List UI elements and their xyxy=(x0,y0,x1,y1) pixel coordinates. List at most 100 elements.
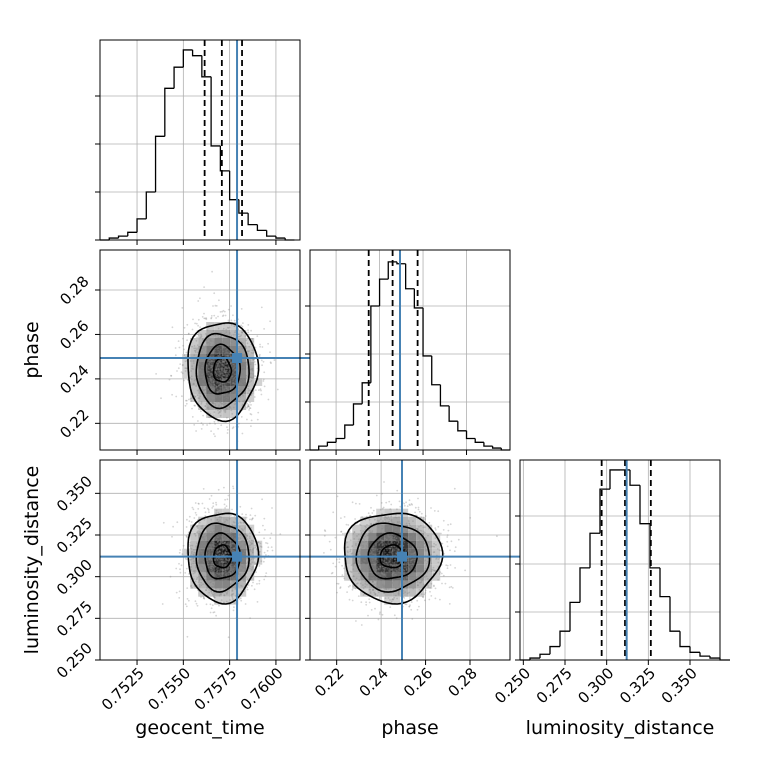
scatter-point-joint-geocent-time-phase xyxy=(218,389,221,392)
scatter-point-joint-geocent-time-luminosity-distance xyxy=(205,589,207,591)
scatter-point-joint-geocent-time-phase xyxy=(229,394,232,397)
scatter-point-joint-geocent-time-phase xyxy=(219,388,222,391)
scatter-point-joint-geocent-time-phase xyxy=(223,370,226,372)
scatter-point-joint-geocent-time-luminosity-distance xyxy=(219,546,222,549)
scatter-point-joint-geocent-time-luminosity-distance xyxy=(208,576,211,578)
scatter-point-joint-geocent-time-luminosity-distance xyxy=(212,611,215,614)
scatter-point-joint-geocent-time-phase xyxy=(204,405,207,408)
scatter-point-joint-geocent-time-luminosity-distance xyxy=(259,545,262,548)
scatter-point-joint-geocent-time-luminosity-distance xyxy=(243,544,246,547)
density-cell-joint-phase-luminosity-distance xyxy=(344,572,353,581)
scatter-point-joint-phase-luminosity-distance xyxy=(351,552,354,555)
scatter-point-joint-geocent-time-luminosity-distance xyxy=(254,544,256,547)
scatter-point-joint-geocent-time-luminosity-distance xyxy=(224,570,227,573)
density-cell-joint-geocent-time-phase xyxy=(230,394,239,402)
density-cell-joint-geocent-time-luminosity-distance xyxy=(206,588,215,597)
scatter-point-joint-geocent-time-luminosity-distance xyxy=(224,551,227,554)
scatter-point-joint-geocent-time-phase xyxy=(218,360,221,363)
scatter-point-joint-geocent-time-luminosity-distance xyxy=(217,488,220,491)
scatter-point-joint-geocent-time-phase xyxy=(208,381,211,384)
scatter-point-joint-geocent-time-phase xyxy=(247,405,250,408)
scatter-point-joint-phase-luminosity-distance xyxy=(392,584,395,586)
scatter-point-joint-geocent-time-phase xyxy=(233,382,236,385)
density-cell-joint-geocent-time-phase xyxy=(222,330,231,338)
scatter-point-joint-phase-luminosity-distance xyxy=(367,534,369,537)
scatter-point-joint-geocent-time-phase xyxy=(216,340,219,343)
scatter-point-joint-geocent-time-luminosity-distance xyxy=(258,582,261,585)
density-cell-joint-geocent-time-luminosity-distance xyxy=(206,564,215,573)
scatter-point-joint-phase-luminosity-distance xyxy=(434,529,437,531)
scatter-point-joint-geocent-time-phase xyxy=(220,341,223,344)
density-cell-joint-phase-luminosity-distance xyxy=(344,564,353,573)
scatter-point-joint-geocent-time-luminosity-distance xyxy=(201,546,204,548)
scatter-point-joint-geocent-time-phase xyxy=(190,370,193,372)
scatter-point-joint-geocent-time-luminosity-distance xyxy=(245,516,248,519)
scatter-point-joint-geocent-time-luminosity-distance xyxy=(216,519,219,521)
scatter-point-joint-phase-luminosity-distance xyxy=(362,530,364,532)
scatter-point-joint-geocent-time-phase xyxy=(223,374,226,377)
scatter-point-joint-geocent-time-phase xyxy=(210,398,213,401)
density-cell-joint-phase-luminosity-distance xyxy=(432,548,441,557)
density-cell-joint-geocent-time-luminosity-distance xyxy=(230,532,239,541)
scatter-point-joint-geocent-time-luminosity-distance xyxy=(223,594,226,597)
scatter-point-joint-geocent-time-phase xyxy=(224,385,226,387)
scatter-point-joint-geocent-time-phase xyxy=(210,359,213,362)
scatter-point-joint-geocent-time-phase xyxy=(225,377,228,380)
scatter-point-joint-geocent-time-luminosity-distance xyxy=(200,596,202,598)
scatter-point-joint-geocent-time-phase xyxy=(217,355,219,357)
scatter-point-joint-geocent-time-luminosity-distance xyxy=(263,557,266,560)
scatter-point-joint-geocent-time-luminosity-distance xyxy=(189,547,192,549)
scatter-point-joint-geocent-time-phase xyxy=(182,337,184,340)
scatter-point-joint-geocent-time-phase xyxy=(242,370,245,373)
scatter-point-joint-geocent-time-luminosity-distance xyxy=(208,532,211,534)
scatter-point-joint-phase-luminosity-distance xyxy=(392,574,394,577)
scatter-point-joint-geocent-time-luminosity-distance xyxy=(224,568,227,571)
scatter-point-joint-geocent-time-phase xyxy=(250,413,253,416)
density-cell-joint-geocent-time-luminosity-distance xyxy=(222,548,231,557)
panel-bg-hist-luminosity-distance xyxy=(520,460,720,660)
scatter-point-joint-phase-luminosity-distance xyxy=(382,583,384,586)
scatter-point-joint-geocent-time-luminosity-distance xyxy=(217,543,220,545)
scatter-point-joint-geocent-time-phase xyxy=(224,369,227,372)
scatter-point-joint-phase-luminosity-distance xyxy=(422,548,424,551)
scatter-point-joint-geocent-time-luminosity-distance xyxy=(251,566,254,569)
scatter-point-joint-phase-luminosity-distance xyxy=(394,594,397,597)
scatter-point-joint-geocent-time-phase xyxy=(155,373,158,375)
scatter-point-joint-geocent-time-phase xyxy=(222,338,225,341)
scatter-point-joint-geocent-time-luminosity-distance xyxy=(225,548,228,551)
scatter-point-joint-geocent-time-phase xyxy=(244,363,246,366)
scatter-point-joint-geocent-time-luminosity-distance xyxy=(231,590,234,592)
scatter-point-joint-phase-luminosity-distance xyxy=(407,562,410,565)
scatter-point-joint-phase-luminosity-distance xyxy=(496,535,498,538)
scatter-point-joint-geocent-time-phase xyxy=(233,376,236,379)
scatter-point-joint-geocent-time-luminosity-distance xyxy=(185,535,188,537)
density-cell-joint-geocent-time-phase xyxy=(182,370,191,378)
scatter-point-joint-geocent-time-luminosity-distance xyxy=(205,542,208,545)
scatter-point-joint-geocent-time-phase xyxy=(223,369,226,371)
scatter-point-joint-geocent-time-phase xyxy=(248,350,251,352)
scatter-point-joint-geocent-time-luminosity-distance xyxy=(201,502,204,505)
density-cell-joint-phase-luminosity-distance xyxy=(360,524,369,533)
scatter-point-joint-phase-luminosity-distance xyxy=(379,567,382,570)
scatter-point-joint-geocent-time-luminosity-distance xyxy=(225,600,228,603)
scatter-point-joint-phase-luminosity-distance xyxy=(453,487,456,490)
scatter-point-joint-geocent-time-luminosity-distance xyxy=(161,603,164,605)
scatter-point-joint-geocent-time-luminosity-distance xyxy=(194,502,197,504)
scatter-point-joint-geocent-time-phase xyxy=(218,384,221,387)
scatter-point-joint-geocent-time-luminosity-distance xyxy=(219,575,222,577)
scatter-point-joint-geocent-time-luminosity-distance xyxy=(213,596,216,599)
scatter-point-joint-geocent-time-phase xyxy=(226,354,229,357)
scatter-point-joint-phase-luminosity-distance xyxy=(362,562,365,565)
scatter-point-joint-phase-luminosity-distance xyxy=(386,571,388,574)
scatter-point-joint-geocent-time-phase xyxy=(250,394,253,396)
scatter-point-joint-geocent-time-phase xyxy=(203,312,205,315)
scatter-point-joint-geocent-time-phase xyxy=(216,373,218,376)
density-cell-joint-geocent-time-phase xyxy=(238,346,247,354)
scatter-point-joint-geocent-time-phase xyxy=(230,344,232,347)
scatter-point-joint-geocent-time-luminosity-distance xyxy=(201,542,204,545)
scatter-point-joint-geocent-time-phase xyxy=(225,366,227,369)
scatter-point-joint-geocent-time-phase xyxy=(223,361,226,364)
scatter-point-joint-geocent-time-luminosity-distance xyxy=(210,546,212,549)
scatter-point-joint-geocent-time-luminosity-distance xyxy=(210,534,212,536)
scatter-point-joint-phase-luminosity-distance xyxy=(347,585,350,588)
